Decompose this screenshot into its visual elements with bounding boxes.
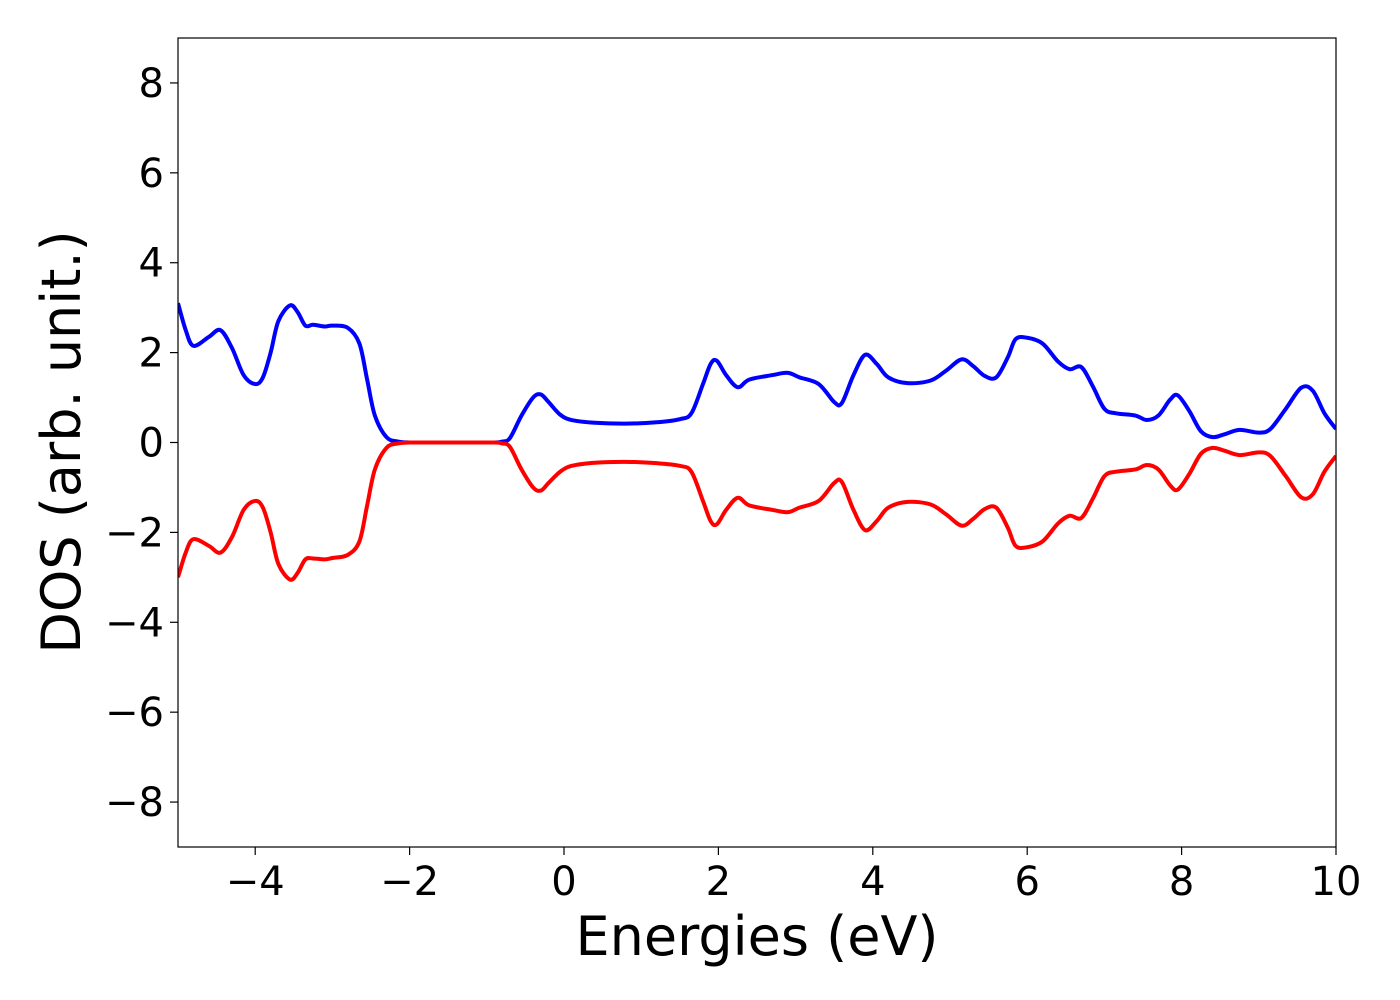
plot-background <box>178 38 1336 847</box>
y-tick-label: 4 <box>139 241 164 287</box>
y-tick-label: −8 <box>105 780 164 826</box>
x-tick-label: −4 <box>226 859 285 905</box>
y-tick-label: −2 <box>105 510 164 556</box>
x-tick-label: 2 <box>706 859 731 905</box>
x-axis-label: Energies (eV) <box>576 905 939 968</box>
x-axis-ticks: −4 −2 0 2 4 6 8 10 <box>226 847 1362 905</box>
y-axis-ticks: −8 −6 −4 −2 0 2 4 6 8 <box>105 61 178 826</box>
y-tick-label: 2 <box>139 331 164 377</box>
series-layer <box>178 302 1336 582</box>
x-tick-label: −2 <box>380 859 439 905</box>
y-axis-label: DOS (arb. unit.) <box>30 230 93 653</box>
y-tick-label: 0 <box>139 421 164 467</box>
dos-series-line-2 <box>178 440 1336 582</box>
x-tick-label: 10 <box>1311 859 1362 905</box>
y-tick-label: −6 <box>105 690 164 736</box>
x-tick-label: 8 <box>1169 859 1194 905</box>
y-tick-label: 6 <box>139 151 164 197</box>
dos-series-line-1 <box>178 302 1336 445</box>
x-tick-label: 0 <box>551 859 576 905</box>
x-tick-label: 4 <box>860 859 885 905</box>
y-tick-label: −4 <box>105 600 164 646</box>
x-tick-label: 6 <box>1014 859 1039 905</box>
y-tick-label: 8 <box>139 61 164 107</box>
